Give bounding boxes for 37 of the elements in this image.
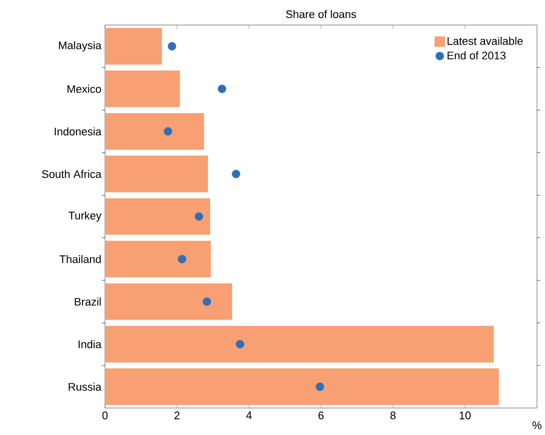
bar	[105, 70, 180, 108]
legend-label: End of 2013	[448, 51, 506, 60]
x-axis-title: %	[532, 421, 542, 430]
x-tick-label: 6	[318, 412, 324, 420]
y-tick-label: Russia	[68, 382, 102, 391]
y-tick-label: Turkey	[68, 211, 102, 222]
x-tick-label: 0	[102, 412, 108, 420]
x-tick-label: 10	[460, 412, 471, 420]
bar	[105, 326, 494, 362]
y-tick-label: Thailand	[60, 255, 101, 264]
point	[232, 170, 240, 178]
x-tick-label: 2	[174, 412, 180, 420]
point	[164, 127, 172, 136]
y-tick-label: Mexico	[68, 84, 102, 93]
bar	[105, 368, 499, 406]
point	[202, 297, 212, 306]
point	[236, 340, 244, 348]
chart-title: Share of loans	[286, 10, 356, 18]
bar	[105, 28, 162, 65]
bar	[105, 113, 204, 150]
point	[168, 42, 176, 50]
bar	[105, 240, 211, 278]
bar	[105, 283, 232, 320]
y-tick-label: South Africa	[42, 170, 102, 178]
y-tick-label: Malaysia	[58, 41, 102, 52]
point	[194, 212, 204, 221]
x-tick-label: 4	[246, 412, 252, 420]
legend-label: Latest available	[448, 36, 523, 45]
y-tick-label: Indonesia	[54, 127, 102, 136]
point	[178, 254, 186, 264]
y-tick-label: Brazil	[74, 298, 101, 306]
x-tick-label: 8	[390, 412, 396, 420]
point	[316, 382, 324, 391]
point	[218, 84, 226, 94]
bar	[105, 198, 210, 235]
y-tick-label: India	[78, 340, 102, 348]
bar	[105, 156, 208, 192]
